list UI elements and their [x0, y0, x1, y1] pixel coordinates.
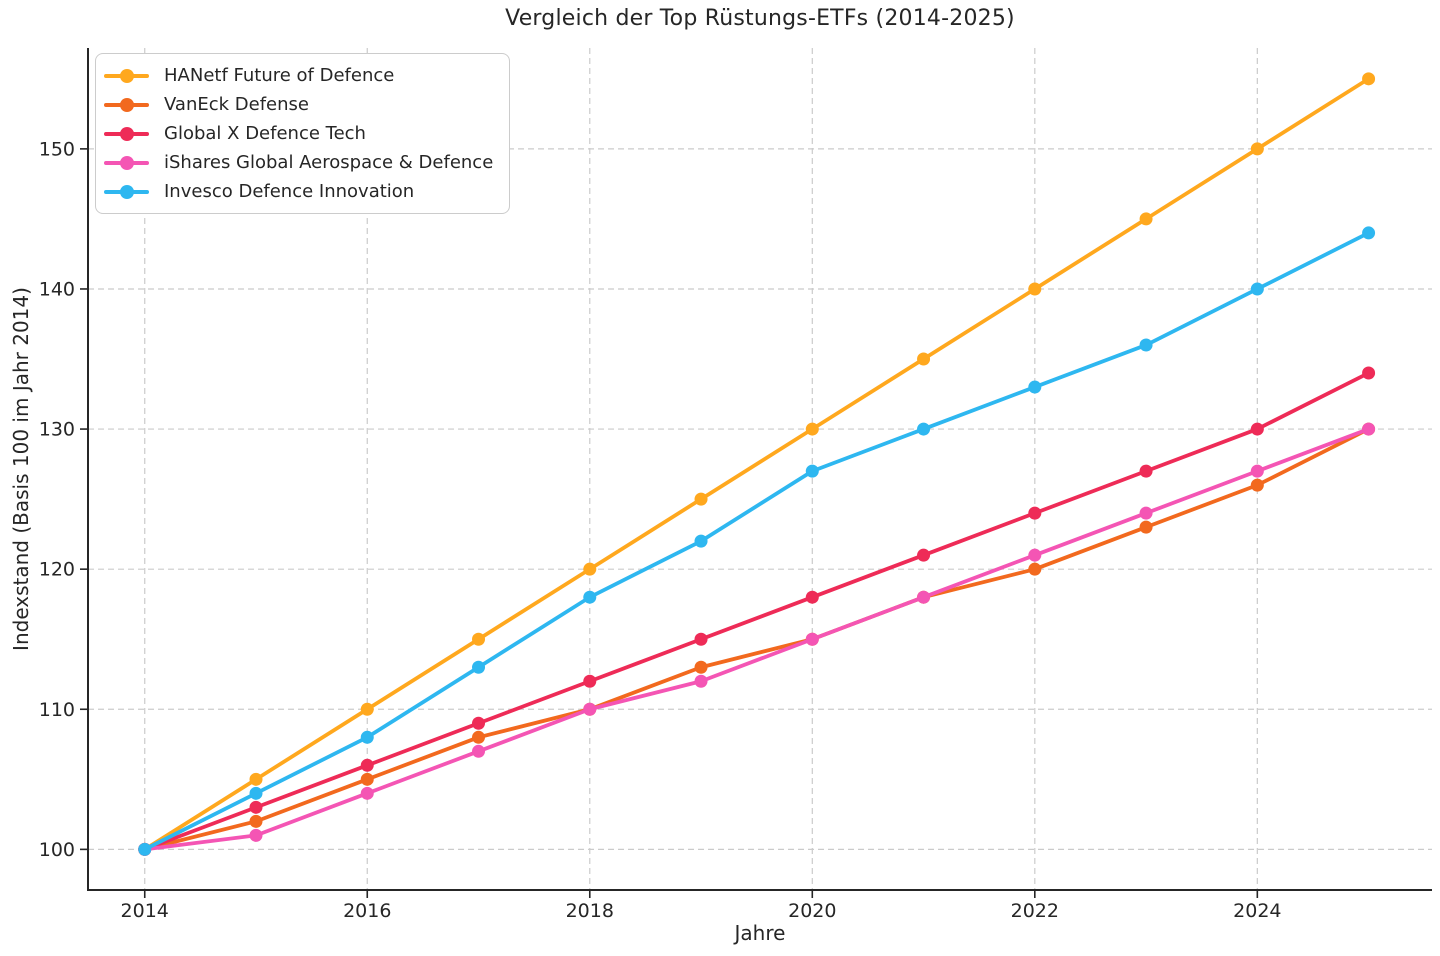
series-line-3 [142, 427, 1371, 852]
data-point [1362, 226, 1376, 240]
x-tick-label: 2022 [1011, 900, 1059, 922]
data-point [1139, 520, 1153, 534]
data-point [694, 660, 708, 674]
data-point [249, 800, 263, 814]
y-tick-label: 150 [39, 138, 75, 160]
data-point [1250, 464, 1264, 478]
data-point [1139, 212, 1153, 226]
data-point [1250, 142, 1264, 156]
x-tick-label: 2018 [566, 900, 614, 922]
data-point [1362, 72, 1376, 86]
data-point [1028, 282, 1042, 296]
data-point [360, 786, 374, 800]
data-point [1028, 506, 1042, 520]
legend-item-1: VanEck Defense [104, 90, 493, 119]
data-point [694, 674, 708, 688]
data-point [1139, 464, 1153, 478]
data-point [472, 660, 486, 674]
y-tick-label: 120 [39, 559, 75, 581]
chart-title: Vergleich der Top Rüstungs-ETFs (2014-20… [505, 6, 1015, 31]
legend-marker-dot [119, 97, 134, 112]
legend-line-swatch [104, 97, 149, 112]
data-point [360, 772, 374, 786]
legend-item-4: Invesco Defence Innovation [104, 177, 493, 206]
data-point [1362, 422, 1376, 436]
legend-line-swatch [104, 184, 149, 199]
data-point [917, 352, 931, 366]
legend-item-2: Global X Defence Tech [104, 119, 493, 148]
data-point [1028, 562, 1042, 576]
x-axis-label: Jahre [734, 921, 786, 945]
series-line-1 [142, 427, 1371, 852]
legend-marker-dot [119, 155, 134, 170]
y-tick-label: 100 [39, 839, 75, 861]
data-point [694, 492, 708, 506]
legend-marker-dot [119, 68, 134, 83]
data-point [694, 632, 708, 646]
data-point [805, 632, 819, 646]
data-point [360, 702, 374, 716]
x-tick-label: 2024 [1233, 900, 1281, 922]
y-axis-label: Indexstand (Basis 100 im Jahr 2014) [9, 287, 33, 651]
legend: HANetf Future of Defence VanEck Defense Gl… [95, 53, 511, 214]
data-point [1250, 478, 1264, 492]
legend-label: Global X Defence Tech [164, 123, 366, 144]
legend-marker-dot [119, 126, 134, 141]
data-point [917, 548, 931, 562]
data-point [360, 730, 374, 744]
data-point [1028, 548, 1042, 562]
data-point [917, 590, 931, 604]
y-tick-label: 110 [39, 699, 75, 721]
data-point [583, 590, 597, 604]
y-tick-label: 130 [39, 419, 75, 441]
series-line-2 [142, 371, 1371, 852]
data-point [805, 464, 819, 478]
data-point [694, 534, 708, 548]
series-line-0 [142, 76, 1371, 852]
series-line-4 [142, 231, 1371, 852]
legend-item-0: HANetf Future of Defence [104, 61, 493, 90]
data-point [1250, 282, 1264, 296]
legend-label: VanEck Defense [164, 94, 309, 115]
y-tick-label: 140 [39, 278, 75, 300]
data-point [583, 674, 597, 688]
data-point [583, 702, 597, 716]
legend-label: iShares Global Aerospace & Defence [164, 152, 494, 173]
data-point [1362, 366, 1376, 380]
data-point [249, 786, 263, 800]
data-point [138, 842, 152, 856]
data-point [249, 828, 263, 842]
legend-marker-dot [119, 184, 134, 199]
data-point [805, 422, 819, 436]
legend-label: HANetf Future of Defence [164, 65, 395, 86]
data-point [1028, 380, 1042, 394]
data-point [472, 716, 486, 730]
legend-item-3: iShares Global Aerospace & Defence [104, 148, 493, 177]
x-tick-label: 2014 [121, 900, 169, 922]
data-point [583, 562, 597, 576]
data-point [1139, 338, 1153, 352]
legend-line-swatch [104, 126, 149, 141]
data-point [1139, 506, 1153, 520]
x-tick-label: 2016 [343, 900, 391, 922]
legend-line-swatch [104, 68, 149, 83]
data-point [1250, 422, 1264, 436]
data-point [472, 632, 486, 646]
data-point [360, 758, 374, 772]
data-point [917, 422, 931, 436]
data-point [472, 744, 486, 758]
data-point [472, 730, 486, 744]
data-point [249, 814, 263, 828]
legend-label: Invesco Defence Innovation [164, 181, 415, 202]
x-tick-label: 2020 [788, 900, 836, 922]
legend-line-swatch [104, 155, 149, 170]
data-point [805, 590, 819, 604]
data-point [249, 772, 263, 786]
